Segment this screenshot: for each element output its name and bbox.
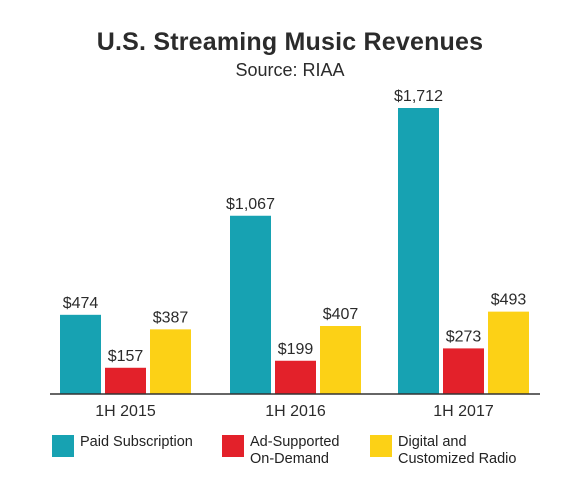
legend-item-paid-subscription: Paid Subscription <box>52 434 193 457</box>
data-label-ad-supported-on-demand-1h-2017: $273 <box>446 328 482 345</box>
data-label-paid-subscription-1h-2017: $1,712 <box>394 88 443 105</box>
legend-swatch-digital-radio <box>370 435 392 457</box>
bar-digital-and-customized-radio-1h-2015 <box>150 329 191 394</box>
bar-ad-supported-on-demand-1h-2015 <box>105 367 146 394</box>
legend-item-digital-radio: Digital and Customized Radio <box>370 434 516 468</box>
chart-title: U.S. Streaming Music Revenues <box>96 28 484 56</box>
x-tick-label-1h-2017: 1H 2017 <box>433 403 494 420</box>
data-label-ad-supported-on-demand-1h-2016: $199 <box>278 341 314 358</box>
legend-label-digital-radio: Digital and Customized Radio <box>398 434 517 467</box>
data-label-ad-supported-on-demand-1h-2015: $157 <box>108 348 144 365</box>
data-label-digital-and-customized-radio-1h-2016: $407 <box>323 306 359 323</box>
bar-paid-subscription-1h-2017 <box>398 108 439 394</box>
bar-digital-and-customized-radio-1h-2016 <box>320 326 361 394</box>
bar-paid-subscription-1h-2016 <box>230 215 271 394</box>
data-label-digital-and-customized-radio-1h-2017: $493 <box>491 292 527 309</box>
data-label-paid-subscription-1h-2016: $1,067 <box>226 196 275 213</box>
data-label-digital-and-customized-radio-1h-2015: $387 <box>153 309 189 326</box>
legend-item-ad-supported: Ad-Supported On-Demand <box>222 434 339 468</box>
legend-label-ad-supported: Ad-Supported On-Demand <box>250 434 340 467</box>
data-label-paid-subscription-1h-2015: $474 <box>63 295 99 312</box>
x-tick-label-1h-2016: 1H 2016 <box>265 403 326 420</box>
chart-subtitle: Source: RIAA <box>235 60 345 80</box>
bar-ad-supported-on-demand-1h-2017 <box>443 348 484 394</box>
legend-swatch-paid-subscription <box>52 435 74 457</box>
bar-ad-supported-on-demand-1h-2016 <box>275 360 316 394</box>
legend-label-paid-subscription: Paid Subscription <box>80 434 193 450</box>
bar-paid-subscription-1h-2015 <box>60 314 101 394</box>
bar-digital-and-customized-radio-1h-2017 <box>488 311 529 394</box>
x-tick-label-1h-2015: 1H 2015 <box>95 403 156 420</box>
legend-swatch-ad-supported <box>222 435 244 457</box>
